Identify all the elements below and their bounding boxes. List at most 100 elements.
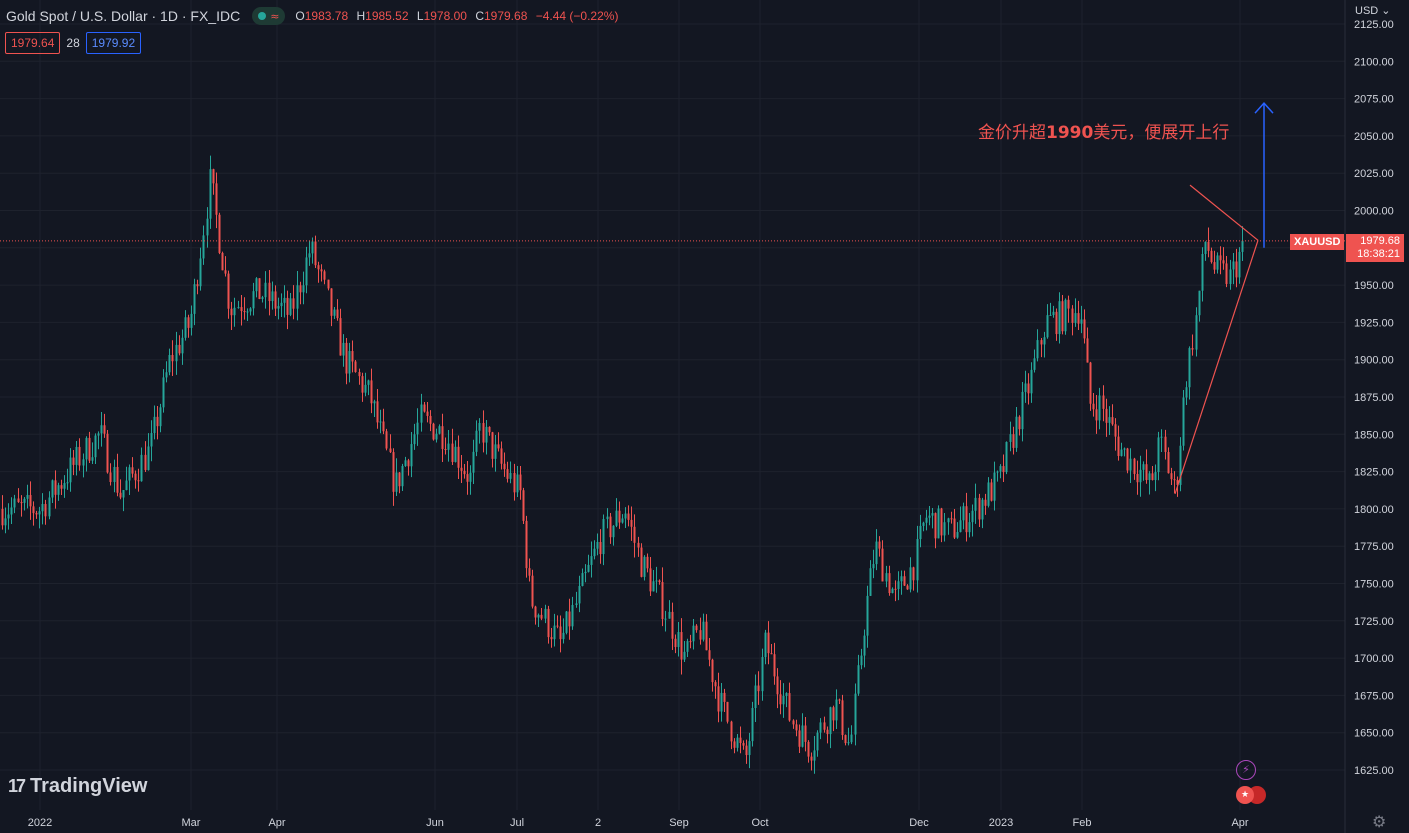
candle-body — [798, 730, 801, 747]
candle-body — [1064, 299, 1067, 332]
candle-body — [147, 446, 150, 471]
candle-body — [850, 734, 853, 743]
candle-body — [826, 729, 829, 735]
candle-body — [1105, 408, 1108, 423]
lightning-icon[interactable]: ⚡ — [1236, 760, 1256, 780]
candle-body — [1129, 458, 1132, 471]
symbol-title[interactable]: Gold Spot / U.S. Dollar · 1D · FX_IDC — [6, 8, 241, 24]
candle-body — [881, 548, 884, 582]
candle-body — [646, 556, 649, 569]
candle-body — [1074, 313, 1077, 323]
candle-body — [240, 307, 243, 312]
candle-body — [1009, 434, 1012, 442]
candle-body — [940, 508, 943, 536]
candle-body — [60, 485, 63, 489]
currency-selector[interactable]: USD ⌄ — [1355, 5, 1391, 17]
time-tick-label: Feb — [1073, 817, 1092, 829]
chart-annotation[interactable]: 金价升超1990美元，便展开上行 — [978, 118, 1229, 143]
candle-body — [125, 480, 128, 491]
candle-body — [1067, 299, 1070, 309]
candle-body — [255, 278, 258, 292]
candle-body — [243, 311, 246, 313]
market-status-pill[interactable]: ≈ — [252, 7, 286, 25]
candle-body — [119, 492, 122, 498]
candle-body — [1046, 315, 1049, 338]
candle-body — [885, 573, 888, 582]
candle-body — [782, 695, 785, 705]
candle-body — [94, 435, 97, 458]
symbol-header: Gold Spot / U.S. Dollar · 1D · FX_IDC ≈ … — [6, 6, 623, 26]
candle-body — [1021, 391, 1024, 430]
candle-body — [426, 411, 429, 416]
gear-icon[interactable]: ⚙ — [1372, 812, 1387, 831]
candle-body — [528, 568, 531, 576]
candle-body — [1142, 464, 1145, 470]
candle-body — [57, 485, 60, 495]
candle-body — [1235, 261, 1238, 278]
candle-body — [178, 344, 181, 354]
candle-body — [891, 588, 894, 594]
candle-body — [333, 309, 336, 316]
time-axis[interactable]: 2022 Mar Apr Jun Jul 2 Sep Oct Dec 2023 Feb Apr — [28, 817, 1249, 829]
price-tick-label: 1825.00 — [1354, 467, 1394, 479]
candle-body — [624, 513, 627, 519]
candle-body — [795, 724, 798, 731]
candle-body — [726, 701, 729, 722]
price-tick-label: 2125.00 — [1354, 19, 1394, 31]
candle-body — [420, 404, 423, 423]
candle-body — [413, 434, 416, 445]
candle-body — [277, 306, 280, 309]
candle-body — [131, 467, 134, 474]
us-flag-icon[interactable]: ★ — [1236, 786, 1254, 804]
sell-button[interactable]: 1979.64 — [5, 32, 61, 54]
candle-body — [351, 351, 354, 362]
candle-body — [457, 446, 460, 468]
candle-body — [323, 271, 326, 280]
candle-body — [258, 278, 261, 299]
candle-body — [51, 480, 54, 498]
candle-body — [85, 437, 88, 460]
candle-body — [531, 575, 534, 607]
candle-body — [999, 466, 1002, 472]
candle-body — [847, 742, 850, 744]
price-tick-label: 1950.00 — [1354, 280, 1394, 292]
candle-body — [1018, 416, 1021, 430]
candle-body — [810, 756, 813, 761]
time-tick-label: Dec — [909, 817, 929, 829]
last-price-tag: 1979.68 18:38:21 — [1346, 234, 1404, 262]
candle-body — [268, 282, 271, 302]
candle-body — [1024, 383, 1027, 392]
candle-body — [140, 454, 143, 482]
triangle-upper-line[interactable] — [1189, 184, 1259, 241]
candle-body — [711, 659, 714, 683]
candle-body — [54, 480, 57, 495]
candle-body — [652, 581, 655, 592]
candle-body — [302, 285, 305, 293]
candle-body — [271, 291, 274, 302]
candle-body — [1241, 240, 1244, 252]
candle-body — [410, 444, 413, 467]
drawing-overlay[interactable] — [0, 101, 1345, 495]
candle-body — [717, 686, 720, 712]
time-tick-label: Jul — [510, 817, 524, 829]
candle-body — [1207, 242, 1210, 251]
candle-body — [612, 525, 615, 538]
candle-body — [565, 611, 568, 633]
price-axis[interactable]: 2125.00 2100.00 2075.00 2050.00 2025.00 2000.… — [1354, 19, 1394, 777]
candle-body — [103, 425, 106, 434]
candle-body — [897, 581, 900, 590]
candle-body — [354, 361, 357, 373]
triangle-lower-line[interactable] — [1174, 240, 1259, 495]
ohlc-high: 1985.52 — [365, 9, 409, 23]
candle-body — [252, 291, 255, 309]
candle-body — [1201, 253, 1204, 291]
candle-body — [1148, 473, 1151, 480]
candle-body — [609, 516, 612, 538]
price-tick-label: 1750.00 — [1354, 579, 1394, 591]
candle-body — [757, 685, 760, 692]
candle-body — [978, 497, 981, 520]
buy-button[interactable]: 1979.92 — [85, 32, 142, 54]
tradingview-logo[interactable]: 17 TradingView — [8, 775, 147, 798]
candle-body — [770, 653, 773, 655]
